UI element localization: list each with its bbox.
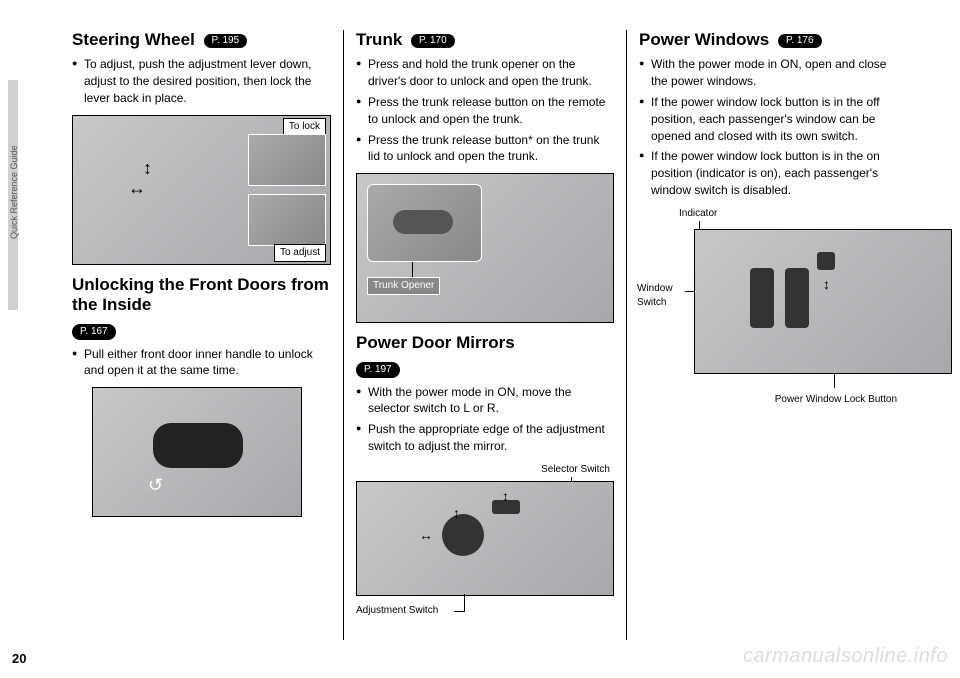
- button-shape: [393, 210, 453, 234]
- heading-unlocking-doors: Unlocking the Front Doors from the Insid…: [72, 275, 331, 316]
- heading-text: Power Windows: [639, 30, 769, 49]
- adjustment-switch-shape: [442, 514, 484, 556]
- content-columns: Steering Wheel P. 195 To adjust, push th…: [60, 30, 940, 640]
- arrow-icon: ↕: [823, 275, 830, 295]
- page-ref: P. 170: [411, 34, 455, 48]
- heading-text: Trunk: [356, 30, 402, 49]
- bullet-item: Press the trunk release button* on the t…: [356, 132, 614, 166]
- bullet-item: Press the trunk release button on the re…: [356, 94, 614, 128]
- bullet-item: If the power window lock button is in th…: [639, 148, 897, 198]
- heading-power-mirrors: Power Door Mirrors: [356, 333, 614, 353]
- bullet-item: Push the appropriate edge of the adjustm…: [356, 421, 614, 455]
- heading-steering-wheel: Steering Wheel P. 195: [72, 30, 331, 50]
- bullet-item: Press and hold the trunk opener on the d…: [356, 56, 614, 90]
- bullet-item: To adjust, push the adjustment lever dow…: [72, 56, 331, 106]
- switch-shape: [785, 268, 809, 328]
- heading-trunk: Trunk P. 170: [356, 30, 614, 50]
- arrow-icon: ↕: [502, 487, 509, 507]
- arrow-icon: ↔: [419, 526, 433, 546]
- label-lock-button: Power Window Lock Button: [775, 393, 897, 407]
- arrow-icon: ↔: [128, 176, 146, 201]
- bullet-list: With the power mode in ON, open and clos…: [639, 56, 897, 198]
- page-ref: P. 195: [204, 34, 248, 48]
- figure-window-switches: ↕: [694, 229, 952, 374]
- lock-button-shape: [817, 252, 835, 270]
- page-ref: P. 197: [356, 362, 400, 378]
- bullet-list: Press and hold the trunk opener on the d…: [356, 56, 614, 165]
- bullet-list: Pull either front door inner handle to u…: [72, 346, 331, 380]
- heading-text: Power Door Mirrors: [356, 333, 515, 352]
- leader-line: [412, 262, 413, 278]
- inset-lock: [248, 134, 326, 186]
- arrow-icon: ↕: [453, 504, 460, 524]
- bullet-list: To adjust, push the adjustment lever dow…: [72, 56, 331, 106]
- inset-adjust: [248, 194, 326, 246]
- heading-text: Steering Wheel: [72, 30, 195, 49]
- page-number: 20: [12, 650, 26, 668]
- column-2: Trunk P. 170 Press and hold the trunk op…: [343, 30, 626, 640]
- door-handle-shape: [153, 423, 243, 468]
- label-adjustment-switch: Adjustment Switch: [356, 604, 438, 618]
- label-window-switch: Window Switch: [637, 282, 673, 310]
- figure-mirror-wrap: Selector Switch ↕ ↔ ↕ Adjustment Switch: [356, 463, 614, 618]
- leader-line: [834, 374, 835, 388]
- watermark: carmanualsonline.info: [743, 642, 948, 670]
- bullet-list: With the power mode in ON, move the sele…: [356, 384, 614, 455]
- bullet-item: With the power mode in ON, open and clos…: [639, 56, 897, 90]
- bullet-item: Pull either front door inner handle to u…: [72, 346, 331, 380]
- heading-text: Unlocking the Front Doors from the Insid…: [72, 275, 329, 314]
- inset-trunk-button: [367, 184, 482, 262]
- column-1: Steering Wheel P. 195 To adjust, push th…: [60, 30, 343, 640]
- heading-power-windows: Power Windows P. 176: [639, 30, 897, 50]
- label-indicator: Indicator: [679, 207, 717, 221]
- figure-door-handle: ↺: [92, 387, 302, 517]
- arrow-icon: ↺: [148, 473, 163, 498]
- figure-steering-wheel: To lock To adjust ↕ ↔: [72, 115, 331, 265]
- bullet-item: If the power window lock button is in th…: [639, 94, 897, 144]
- switch-shape: [750, 268, 774, 328]
- page-ref: P. 176: [778, 34, 822, 48]
- side-tab: Quick Reference Guide: [8, 80, 18, 310]
- figure-trunk-opener: Trunk Opener: [356, 173, 614, 323]
- bullet-item: With the power mode in ON, move the sele…: [356, 384, 614, 418]
- label-selector-switch: Selector Switch: [541, 463, 610, 477]
- page-ref: P. 167: [72, 324, 116, 340]
- leader-line: [464, 594, 465, 612]
- figure-window-wrap: Indicator Window Switch ↕ Power Window L…: [639, 207, 897, 407]
- label-to-adjust: To adjust: [274, 244, 326, 262]
- figure-mirror-switch: ↕ ↔ ↕: [356, 481, 614, 596]
- leader-line: [454, 611, 464, 612]
- column-3: Power Windows P. 176 With the power mode…: [626, 30, 909, 640]
- label-trunk-opener: Trunk Opener: [367, 277, 440, 295]
